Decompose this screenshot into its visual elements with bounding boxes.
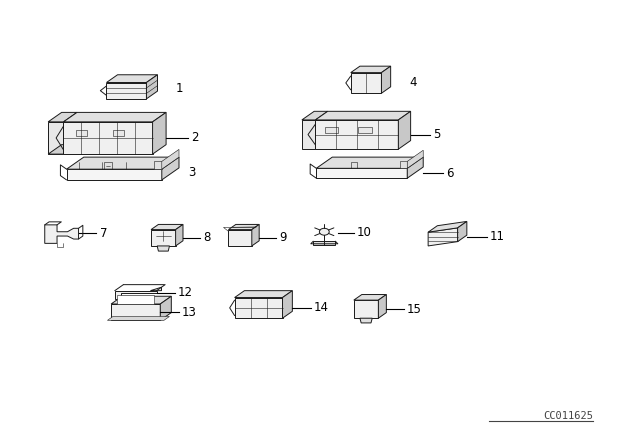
Text: 13: 13: [182, 306, 196, 319]
Polygon shape: [150, 287, 161, 291]
Text: 6: 6: [446, 167, 454, 180]
Ellipse shape: [359, 303, 373, 314]
Polygon shape: [106, 82, 147, 99]
Text: 12: 12: [178, 286, 193, 299]
Polygon shape: [67, 169, 162, 180]
Polygon shape: [316, 157, 423, 168]
Polygon shape: [111, 304, 160, 320]
Polygon shape: [113, 130, 124, 136]
Polygon shape: [228, 224, 259, 229]
Polygon shape: [407, 157, 423, 178]
Polygon shape: [398, 111, 411, 149]
Polygon shape: [115, 291, 157, 299]
Polygon shape: [378, 294, 387, 318]
Polygon shape: [157, 246, 170, 251]
Polygon shape: [313, 241, 335, 245]
Polygon shape: [400, 161, 407, 168]
Polygon shape: [151, 229, 175, 246]
Polygon shape: [235, 291, 292, 297]
Polygon shape: [458, 221, 467, 241]
Text: 7: 7: [100, 227, 108, 240]
Polygon shape: [76, 130, 87, 136]
Polygon shape: [111, 296, 172, 304]
Polygon shape: [151, 224, 183, 229]
Polygon shape: [351, 66, 390, 73]
Polygon shape: [428, 221, 467, 232]
Text: 14: 14: [314, 302, 329, 314]
Polygon shape: [154, 161, 162, 169]
Text: 5: 5: [433, 128, 441, 141]
Polygon shape: [354, 300, 378, 318]
Polygon shape: [360, 318, 372, 323]
Polygon shape: [152, 112, 166, 154]
Polygon shape: [63, 122, 152, 154]
Polygon shape: [160, 296, 172, 320]
Text: 9: 9: [280, 231, 287, 244]
Polygon shape: [162, 149, 179, 169]
Polygon shape: [302, 120, 316, 149]
Polygon shape: [117, 294, 154, 304]
Text: 1: 1: [175, 82, 183, 95]
Polygon shape: [324, 127, 338, 133]
Circle shape: [319, 228, 329, 235]
Text: 10: 10: [357, 226, 372, 239]
Polygon shape: [316, 120, 398, 149]
Polygon shape: [235, 297, 282, 318]
Polygon shape: [63, 112, 166, 122]
Text: 8: 8: [204, 231, 211, 244]
Polygon shape: [354, 294, 387, 300]
Polygon shape: [282, 291, 292, 318]
Polygon shape: [316, 168, 407, 178]
Polygon shape: [252, 224, 259, 246]
Polygon shape: [381, 66, 390, 93]
Polygon shape: [175, 224, 183, 246]
Polygon shape: [428, 228, 458, 246]
Polygon shape: [108, 316, 170, 320]
Polygon shape: [48, 122, 63, 154]
Polygon shape: [48, 145, 77, 154]
Polygon shape: [358, 127, 372, 133]
Polygon shape: [351, 73, 381, 93]
Circle shape: [156, 231, 171, 241]
Polygon shape: [106, 75, 157, 82]
Polygon shape: [67, 157, 179, 169]
Polygon shape: [228, 229, 252, 246]
Polygon shape: [48, 112, 77, 122]
Text: CC011625: CC011625: [543, 411, 593, 421]
Text: 2: 2: [191, 131, 198, 145]
Text: 3: 3: [188, 166, 195, 179]
Polygon shape: [407, 150, 423, 168]
Text: 15: 15: [406, 303, 422, 316]
Text: 11: 11: [490, 230, 504, 243]
Polygon shape: [316, 111, 411, 120]
Ellipse shape: [234, 232, 247, 242]
Polygon shape: [45, 225, 79, 243]
Polygon shape: [162, 157, 179, 180]
Text: 4: 4: [409, 77, 417, 90]
Polygon shape: [302, 111, 328, 120]
Polygon shape: [147, 75, 157, 99]
